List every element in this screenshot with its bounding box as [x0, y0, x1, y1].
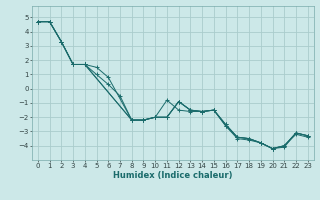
- X-axis label: Humidex (Indice chaleur): Humidex (Indice chaleur): [113, 171, 233, 180]
